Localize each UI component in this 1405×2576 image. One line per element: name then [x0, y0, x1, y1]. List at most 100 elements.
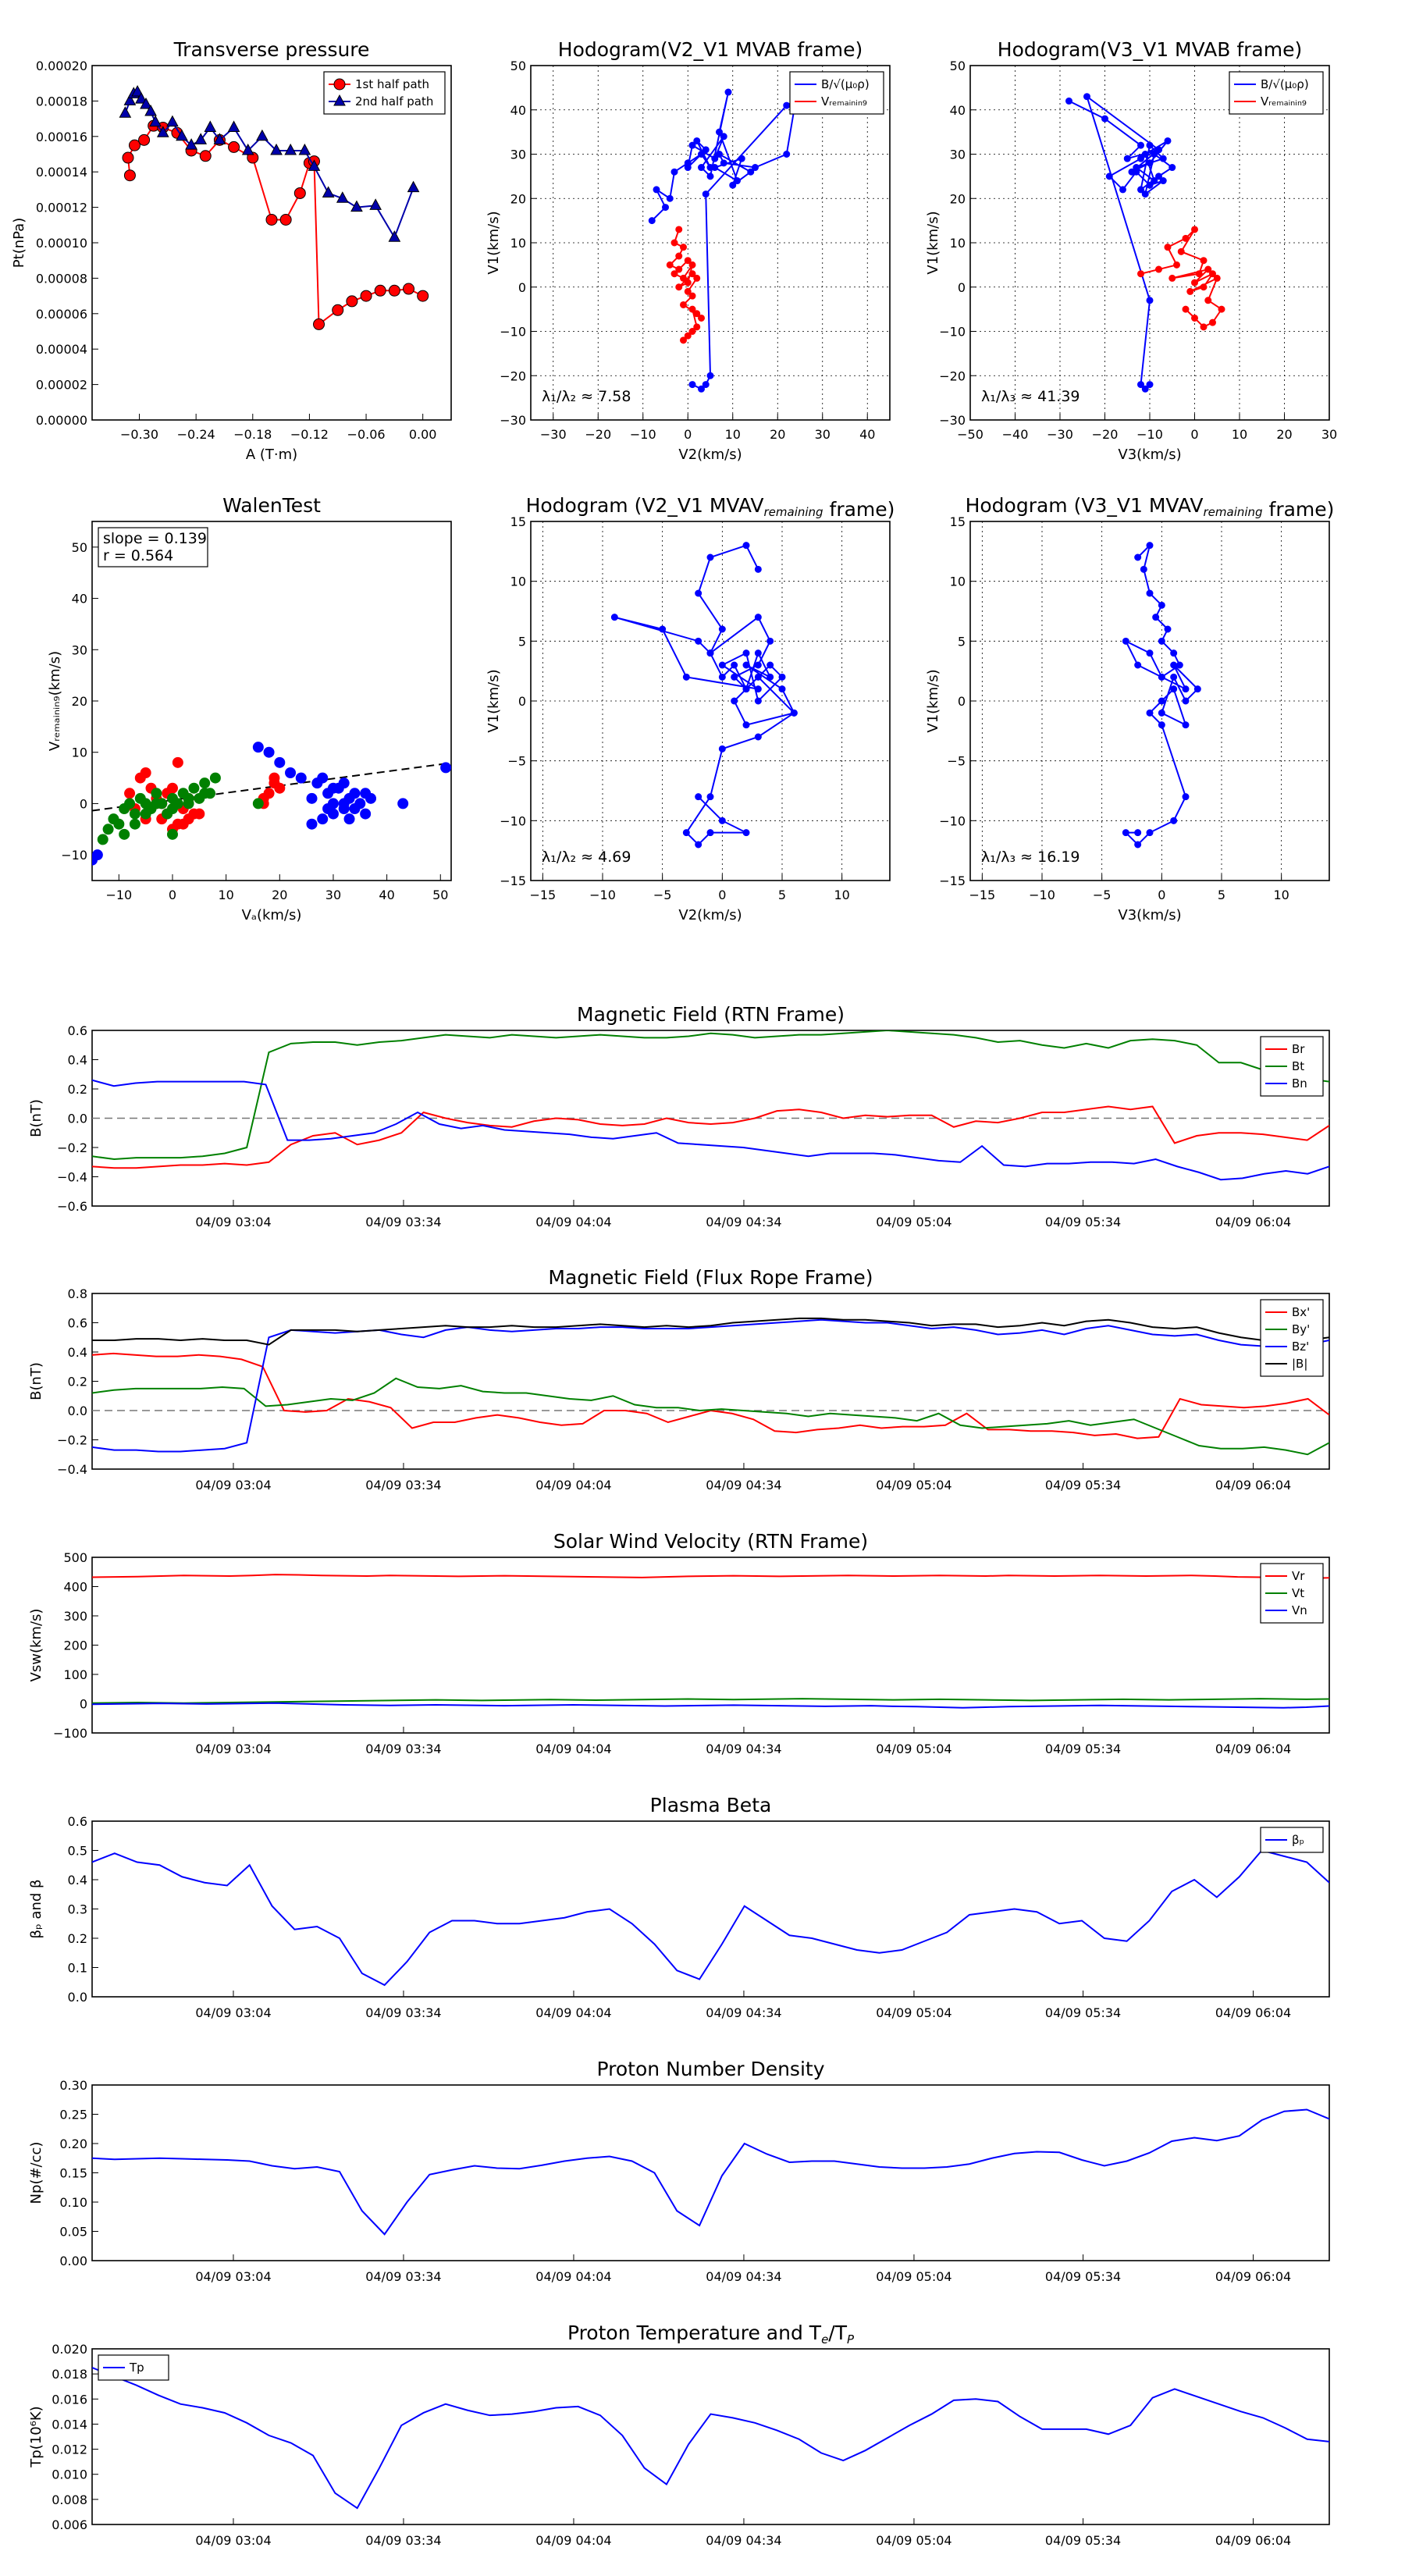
data-point	[213, 133, 226, 144]
data-point	[1186, 287, 1194, 295]
x-tick-label: −0.06	[347, 427, 386, 442]
y-tick-label: 50	[950, 59, 966, 73]
data-point	[682, 673, 690, 681]
y-tick-label: 5	[958, 634, 966, 649]
y-tick-label: −0.4	[57, 1462, 87, 1477]
data-point	[263, 788, 275, 799]
series-line-Tp	[92, 2367, 1329, 2510]
series-line-Bx'	[92, 1352, 1329, 1439]
x-tick-label: 04/09 04:04	[535, 2533, 611, 2548]
x-tick-label: 10	[1273, 888, 1289, 902]
data-point	[716, 151, 723, 158]
y-tick-label: 0	[958, 694, 966, 709]
data-point	[790, 709, 798, 717]
data-point	[702, 190, 710, 198]
data-point	[92, 849, 103, 861]
x-tick-label: −5	[1093, 888, 1112, 902]
series-line-βₚ	[92, 1849, 1329, 1987]
data-point	[698, 151, 705, 158]
data-point	[1065, 97, 1072, 105]
data-point	[1170, 661, 1178, 669]
y-tick-label: 0.3	[68, 1902, 87, 1917]
y-tick-label: 0.2	[68, 1375, 87, 1389]
legend: B/√(μ₀ρ) Vᵣₑₘₐᵢₙᵢₙ₉	[789, 71, 884, 115]
legend-label: βₚ	[1292, 1833, 1304, 1847]
y-tick-label: 0.20	[59, 2137, 87, 2151]
y-tick-label: 30	[950, 148, 966, 162]
data-point	[199, 150, 212, 162]
data-point	[1209, 270, 1216, 278]
y-tick-label: −0.4	[57, 1170, 87, 1185]
data-point	[1209, 318, 1216, 326]
data-point	[688, 381, 696, 389]
data-point	[138, 133, 151, 146]
y-tick-label: −10	[61, 848, 87, 863]
data-point	[185, 138, 197, 150]
hodogram-v2-v1-mvab-chart: −30 −20 −10 0 10 20 30 40 −30 −20 −10 0 10 20 30 40 50 Ho…	[486, 38, 891, 463]
data-point	[1170, 817, 1178, 824]
y-tick-label: −30	[939, 413, 966, 428]
data-point	[407, 180, 420, 193]
y-tick-label: −10	[500, 325, 526, 340]
x-tick-label: 04/09 03:04	[195, 1478, 271, 1493]
legend: B/√(μ₀ρ) Vᵣₑₘₐᵢₙᵢₙ₉	[1229, 71, 1324, 115]
data-point	[767, 661, 774, 669]
data-point	[1146, 829, 1154, 837]
data-point	[1164, 137, 1172, 144]
x-tick-label: −10	[1136, 427, 1163, 442]
data-point	[188, 808, 200, 820]
data-point	[1159, 155, 1167, 162]
data-point	[269, 772, 280, 784]
x-tick-label: 04/09 03:04	[195, 1215, 271, 1229]
data-point	[680, 244, 687, 251]
legend: 1st half path 2nd half path	[323, 71, 446, 115]
x-tick-label: 04/09 05:04	[876, 1215, 951, 1229]
y-tick-label: 0.4	[68, 1053, 87, 1068]
plot-area	[92, 742, 451, 866]
data-point	[252, 798, 264, 809]
data-point	[693, 137, 701, 144]
data-point	[1191, 226, 1198, 233]
x-tick-label: 04/09 06:04	[1215, 2533, 1291, 2548]
data-point	[680, 301, 687, 308]
x-axis-label: V2(km/s)	[678, 907, 742, 923]
data-point	[140, 97, 152, 109]
y-tick-label: 50	[510, 59, 526, 73]
y-tick-label: 10	[510, 575, 526, 589]
y-tick-label: 0.25	[59, 2108, 87, 2122]
data-point	[388, 230, 401, 242]
y-tick-label: 0.4	[68, 1873, 87, 1888]
data-point	[706, 372, 714, 379]
plot-area	[648, 88, 799, 393]
data-point	[270, 143, 283, 155]
x-tick-label: 30	[815, 427, 831, 442]
x-tick-label: −10	[630, 427, 656, 442]
plot-area	[92, 1574, 1329, 1709]
y-tick-label: 0.014	[52, 2417, 87, 2432]
x-tick-label: −0.18	[233, 427, 272, 442]
y-axis-label: Vᵣₑₘₐᵢₙᵢₙ₉(km/s)	[47, 651, 63, 751]
data-point	[360, 788, 372, 799]
data-point	[349, 788, 361, 799]
data-point	[675, 265, 683, 273]
legend-label: 2nd half path	[355, 94, 433, 109]
data-point	[695, 841, 702, 849]
plot-area	[92, 1849, 1329, 1987]
chart-title: Solar Wind Velocity (RTN Frame)	[553, 1530, 868, 1553]
y-tick-label: 0	[518, 280, 526, 295]
y-tick-label: 30	[72, 642, 87, 657]
legend-label: Tp	[129, 2361, 144, 2375]
x-tick-label: 04/09 05:34	[1045, 1742, 1121, 1756]
data-point	[172, 756, 183, 768]
data-point	[1191, 279, 1198, 286]
series-line-0	[614, 544, 795, 846]
data-point	[698, 314, 705, 322]
data-point	[702, 146, 710, 154]
data-point	[742, 661, 750, 669]
y-tick-label: 0.30	[59, 2078, 87, 2093]
x-tick-label: 5	[1218, 888, 1225, 902]
data-point	[1146, 649, 1154, 657]
x-tick-label: 04/09 04:04	[535, 1478, 611, 1493]
data-point	[129, 818, 140, 830]
data-point	[1134, 661, 1142, 669]
